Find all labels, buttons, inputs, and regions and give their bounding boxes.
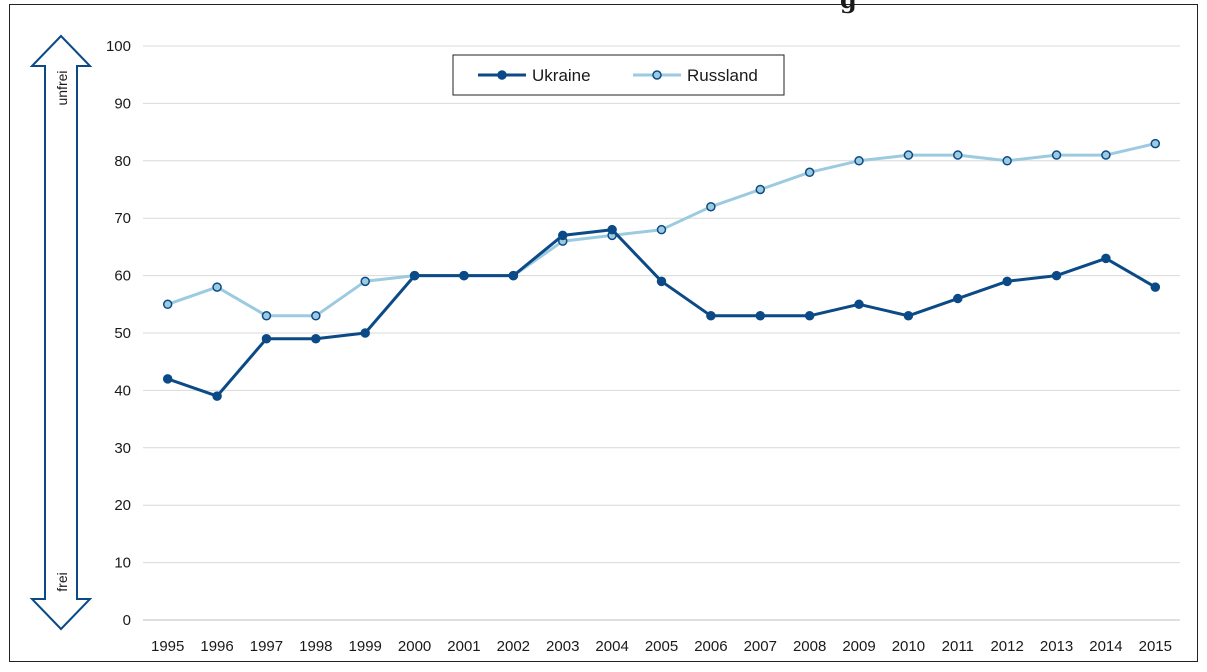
x-tick-label: 2003 bbox=[546, 638, 579, 655]
data-point-ukraine bbox=[755, 311, 766, 321]
y-tick-label: 40 bbox=[114, 382, 131, 399]
y-tick-label: 0 bbox=[123, 612, 131, 629]
data-point-ukraine bbox=[1051, 270, 1062, 281]
data-point-russland bbox=[261, 311, 272, 321]
data-point-russland bbox=[854, 156, 864, 166]
data-point-russland bbox=[162, 299, 173, 310]
x-tick-label: 2011 bbox=[942, 638, 974, 655]
x-axis-ticks: 1995 1996 1997 1998 1999 2000 2001 2002 2003 2004… bbox=[151, 638, 1172, 655]
y-tick-label: 20 bbox=[114, 497, 131, 514]
data-point-russland bbox=[1101, 150, 1111, 160]
data-point-russland bbox=[1002, 156, 1012, 166]
data-point-ukraine bbox=[459, 270, 469, 281]
legend: Ukraine Russland bbox=[452, 54, 785, 96]
y-tick-label: 50 bbox=[114, 325, 131, 342]
x-tick-label: 2014 bbox=[1089, 638, 1122, 655]
x-tick-label: 2009 bbox=[842, 638, 875, 655]
y-tick-label: 30 bbox=[114, 440, 131, 457]
x-tick-label: 2004 bbox=[595, 638, 628, 655]
x-tick-label: 2010 bbox=[892, 638, 925, 655]
data-point-ukraine bbox=[1002, 276, 1012, 287]
x-tick-label: 1999 bbox=[349, 638, 382, 655]
y-axis-ticks: 0 10 20 30 40 50 60 70 80 90 100 bbox=[106, 38, 131, 629]
x-tick-label: 2015 bbox=[1139, 638, 1172, 655]
data-point-russland bbox=[804, 167, 815, 178]
data-point-ukraine bbox=[706, 311, 716, 321]
data-point-russland bbox=[311, 311, 321, 321]
series-russland bbox=[162, 138, 1161, 321]
data-point-russland bbox=[360, 276, 370, 287]
y-tick-label: 70 bbox=[114, 210, 131, 227]
data-point-ukraine bbox=[311, 333, 321, 344]
arrow-label-frei: frei bbox=[54, 572, 70, 591]
data-point-ukraine bbox=[212, 391, 222, 401]
data-point-ukraine bbox=[508, 270, 519, 281]
data-point-ukraine bbox=[162, 374, 173, 384]
y-tick-label: 100 bbox=[106, 38, 131, 55]
data-point-russland bbox=[1051, 150, 1062, 160]
x-tick-label: 2006 bbox=[694, 638, 727, 655]
x-tick-label: 2002 bbox=[497, 638, 530, 655]
x-tick-label: 2007 bbox=[744, 638, 777, 655]
x-tick-label: 2005 bbox=[645, 638, 678, 655]
x-tick-label: 1995 bbox=[151, 638, 184, 655]
data-point-russland bbox=[1150, 138, 1161, 149]
data-point-ukraine bbox=[607, 224, 617, 235]
arrow-label-unfrei: unfrei bbox=[54, 70, 70, 105]
y-tick-label: 80 bbox=[114, 153, 131, 170]
data-point-russland bbox=[212, 282, 222, 292]
data-point-ukraine bbox=[557, 230, 568, 241]
data-point-russland bbox=[903, 150, 914, 160]
data-point-russland bbox=[953, 150, 963, 160]
x-tick-label: 1996 bbox=[200, 638, 233, 655]
data-point-ukraine bbox=[656, 276, 667, 287]
data-point-ukraine bbox=[1101, 253, 1111, 264]
data-point-ukraine bbox=[409, 270, 420, 281]
data-point-ukraine bbox=[903, 311, 914, 321]
data-point-ukraine bbox=[1150, 282, 1161, 292]
scale-arrow: unfrei frei bbox=[29, 34, 93, 631]
legend-russland-label: Russland bbox=[687, 66, 758, 85]
data-point-ukraine bbox=[360, 328, 370, 338]
x-tick-label: 2001 bbox=[447, 638, 480, 655]
x-tick-label: 2012 bbox=[990, 638, 1023, 655]
data-point-russland bbox=[706, 201, 716, 212]
legend-russland-marker bbox=[652, 70, 662, 80]
x-tick-label: 1998 bbox=[299, 638, 332, 655]
series-layer bbox=[162, 138, 1161, 401]
y-tick-label: 60 bbox=[114, 268, 131, 285]
data-point-ukraine bbox=[854, 299, 864, 310]
y-tick-label: 90 bbox=[114, 95, 131, 112]
legend-ukraine-marker bbox=[497, 70, 507, 80]
chart-title-fragment: g bbox=[840, 0, 857, 14]
legend-ukraine-label: Ukraine bbox=[532, 66, 591, 85]
x-tick-label: 2000 bbox=[398, 638, 431, 655]
y-tick-label: 10 bbox=[114, 555, 131, 572]
x-tick-label: 2008 bbox=[793, 638, 826, 655]
x-tick-label: 1997 bbox=[250, 638, 283, 655]
data-point-ukraine bbox=[804, 311, 815, 321]
data-point-ukraine bbox=[953, 293, 963, 304]
series-ukraine bbox=[162, 224, 1161, 401]
x-tick-label: 2013 bbox=[1040, 638, 1073, 655]
double-arrow-icon bbox=[29, 34, 93, 631]
data-point-ukraine bbox=[261, 333, 272, 344]
data-point-russland bbox=[656, 224, 667, 235]
gridlines bbox=[143, 45, 1180, 621]
data-point-russland bbox=[755, 184, 766, 195]
